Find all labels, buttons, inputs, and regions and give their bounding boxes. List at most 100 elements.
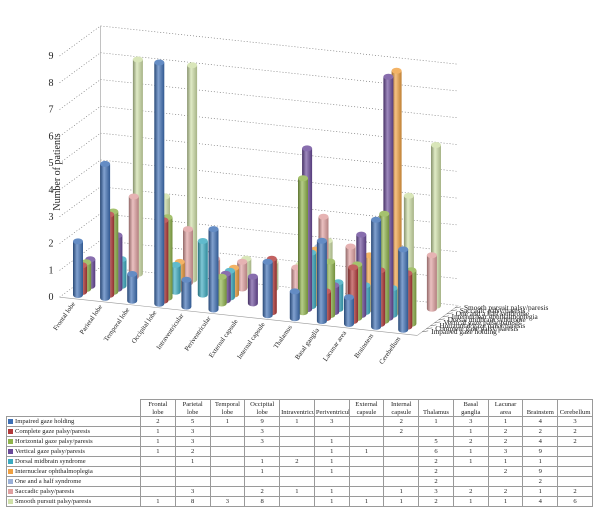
table-cell [279,436,315,447]
table-cell [487,476,524,487]
table-cell: 1 [452,496,489,507]
table-cell [348,436,385,447]
table-cell [140,456,176,467]
table-cell [348,466,385,477]
y-tick-label: 4 [49,185,54,196]
legend-swatch [8,438,13,444]
table-cell: 2 [452,436,489,447]
table-cell: 1 [313,446,350,457]
table-cell [279,426,315,437]
table-row: Horizontal gaze palsy/paresis 1 3 3 1 5 2 2 4 2 [6,436,593,447]
table-row-header: Smooth pursuit palsy/paresis [6,496,141,507]
table-cell: 1 [383,486,420,497]
y-tick-label: 0 [49,292,54,303]
table-cell: 1 [487,496,524,507]
table-cell: 2 [383,426,420,437]
table-cell: 3 [244,436,281,447]
legend-swatch [8,448,13,454]
table-cell: 1 [313,486,350,497]
table-cell: 1 [313,456,350,467]
x-category-label: Frontal lobe [52,301,77,332]
bar-parietal-lobe-saccadic-palsy-paresis [128,193,139,280]
table-cell: 2 [418,466,454,477]
series-label: Internuclear ophthalmoplegia [452,312,539,321]
table-cell: 2 [383,416,420,427]
series-label: One and a half syndrome [456,309,529,318]
table-cell [348,416,385,427]
table-cell: 3 [209,496,246,507]
series-label: Complete gaze palsy/paresis [435,324,518,333]
bar-occipital-lobe-dorsal-midbrain-syndrome [170,261,181,295]
table-cell [140,486,176,497]
table-cell: 8 [174,496,211,507]
table-cell [557,456,593,467]
table-cell [348,426,385,437]
table-cell: 1 [279,486,315,497]
table-cell [174,476,211,487]
table-cell [209,476,246,487]
table-cell: 1 [348,496,385,507]
legend-swatch [8,428,13,434]
table-cell: 2 [452,486,489,497]
series-label: Saccadic palsy/paresis [460,306,526,315]
table-row: Internuclear ophthalmoplegia 1 1 2 2 9 [6,466,593,477]
x-category-label: Thalamus [273,324,294,350]
table-cell [209,426,246,437]
table-cell: 1 [452,426,489,437]
table-cell: 2 [279,456,315,467]
bar-lacunar-area-impaired-gaze-holding [344,294,354,327]
table-column-header: Occipital lobe [244,399,281,417]
table-cell: 1 [279,416,315,427]
y-axis-ticks: 0 1 2 3 4 5 6 7 8 9 [49,51,54,303]
table-cell [383,466,420,477]
table-cell: 4 [522,416,559,427]
table-cell [279,476,315,487]
bar-periventricular-horizontal-gaze-palsy-paresis [216,273,227,307]
legend-swatch [8,488,13,494]
table-cell [383,456,420,467]
table-cell: 1 [313,496,350,507]
table-column-header: Thalamus [418,399,454,417]
table-cell [557,446,593,457]
y-tick-label: 2 [49,239,54,250]
y-tick-label: 8 [49,78,54,89]
x-category-label: Cerebellum [378,335,402,366]
series-label: Smooth pursuit palsy/paresis [464,303,548,312]
x-category-label: Basal ganglia [294,327,321,361]
table-cell: 2 [418,476,454,487]
bar-thalamus-impaired-gaze-holding [289,288,300,322]
bar-occipital-lobe-saccadic-palsy-paresis [183,226,194,286]
table-column-header: Lacunar area [487,399,524,417]
chart-3d-bar: 0 1 2 3 4 5 6 7 8 9 Frontal lobe Parietal lobeTemp… [49,25,548,366]
table-cell: 4 [522,436,559,447]
table-cell: 9 [522,466,559,477]
table-row: One and a half syndrome 2 2 [6,476,593,487]
table-cell: 1 [452,446,489,457]
table-cell [313,426,350,437]
series-label: Horizontal gaze palsy/paresis [439,321,525,330]
table-cell: 3 [244,426,281,437]
table-cell: 3 [452,416,489,427]
table-row-header: Internuclear ophthalmoplegia [6,466,141,477]
table-cell: 2 [487,426,524,437]
table-cell: 1 [174,456,211,467]
table-cell: 6 [418,446,454,457]
table-cell [279,466,315,477]
table-cell [209,436,246,447]
table-row: Smooth pursuit palsy/paresis 1 8 3 8 1 1 1 2 1 1 4 6 [6,496,593,507]
table-cell [244,476,281,487]
bar-basal-ganglia-impaired-gaze-holding [316,237,327,325]
table-column-header: Brainstem [522,399,559,417]
legend-swatch [8,458,13,464]
table-cell: 2 [522,476,559,487]
table-cell: 9 [244,416,281,427]
y-axis-label: Number of patients [52,133,63,210]
table-row-header: Saccadic palsy/paresis [6,486,141,497]
bar-parietal-lobe-impaired-gaze-holding [100,160,111,301]
x-category-label: Temporal lobe [103,307,131,343]
table-cell [383,476,420,487]
table-cell [209,446,246,457]
table-cell [313,476,350,487]
table-cell: 2 [487,466,524,477]
table-cell [557,476,593,487]
